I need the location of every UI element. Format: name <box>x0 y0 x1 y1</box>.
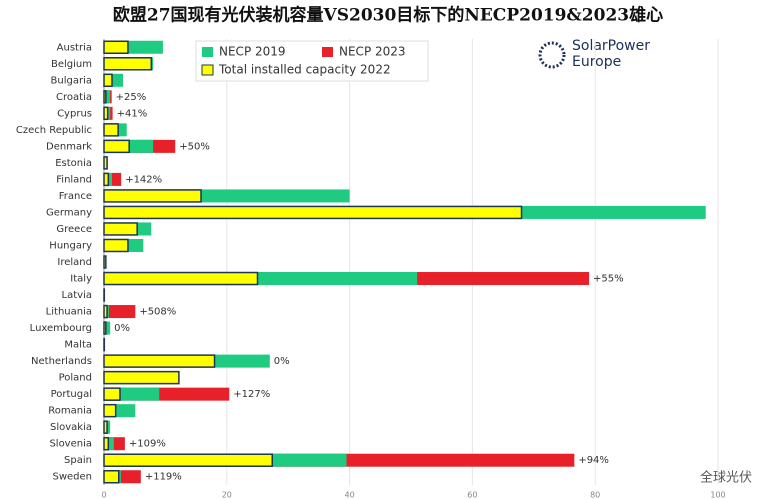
annotation: +109% <box>129 439 166 450</box>
y-tick-label: Greece <box>56 224 92 235</box>
chart-title: 欧盟27国现有光伏装机容量VS2030目标下的NECP2019&2023雄心 <box>113 5 663 26</box>
y-tick-label: Sweden <box>52 472 92 483</box>
watermark: 全球光伏 <box>700 470 752 486</box>
logo: SolarPower Europe <box>538 38 651 70</box>
logo-text: SolarPower Europe <box>572 38 651 70</box>
y-tick-label: Germany <box>46 207 92 218</box>
bar <box>103 57 153 71</box>
y-tick-label: Italy <box>70 274 92 285</box>
annotation: +127% <box>233 389 270 400</box>
legend-swatch <box>202 47 213 57</box>
legend-label: NECP 2019 <box>219 45 286 59</box>
bar <box>103 222 138 236</box>
bar <box>103 321 107 335</box>
bar <box>103 238 129 253</box>
bar <box>103 156 108 170</box>
y-tick-label: Malta <box>64 340 92 351</box>
annotation: +55% <box>593 274 624 285</box>
bar <box>103 139 130 154</box>
y-tick-label: Cyprus <box>57 108 92 119</box>
y-tick-label: France <box>59 191 92 202</box>
y-tick-label: Slovakia <box>50 422 92 433</box>
y-tick-label: Belgium <box>51 59 92 70</box>
logo-icon <box>538 41 566 69</box>
y-tick-label: Portugal <box>51 389 92 400</box>
bar <box>104 90 111 104</box>
annotation: +119% <box>145 472 182 483</box>
annotation: +50% <box>179 141 210 152</box>
x-tick-label: 20 <box>222 491 232 499</box>
y-tick-label: Finland <box>56 174 92 185</box>
annotation: 0% <box>114 323 130 334</box>
y-tick-label: Croatia <box>56 92 92 103</box>
bar <box>103 172 110 187</box>
y-tick-label: Poland <box>59 373 92 384</box>
bar <box>103 304 108 319</box>
annotation: +41% <box>117 108 148 119</box>
logo-box: SolarPower Europe <box>572 38 651 70</box>
legend-box <box>195 40 429 82</box>
y-tick-label: Lithuania <box>46 307 92 318</box>
x-tick-label: 100 <box>710 491 725 499</box>
y-tick-label: Hungary <box>49 240 92 251</box>
bar <box>104 321 111 335</box>
annotation: +94% <box>578 455 609 466</box>
legend-swatch <box>322 47 333 57</box>
legend-label: Total installed capacity 2022 <box>218 63 391 77</box>
x-tick-label: 60 <box>467 491 477 499</box>
y-tick-label: Estonia <box>55 158 92 169</box>
y-tick-label: Austria <box>57 42 92 53</box>
y-tick-label: Bulgaria <box>51 75 92 86</box>
bar <box>103 387 121 401</box>
y-tick-label: Spain <box>64 455 92 466</box>
y-tick-label: Netherlands <box>31 356 92 367</box>
y-tick-label: Czech Republic <box>16 125 92 136</box>
bar <box>103 106 109 121</box>
y-tick-label: Ireland <box>57 257 92 268</box>
x-tick-label: 40 <box>345 491 355 499</box>
bar <box>103 354 216 368</box>
annotation: +508% <box>139 307 176 318</box>
y-tick-label: Luxembourg <box>30 323 92 334</box>
x-tick-label: 80 <box>590 491 600 499</box>
bar <box>103 90 107 104</box>
bar <box>103 436 110 451</box>
bar <box>103 73 113 88</box>
bar <box>103 255 107 269</box>
bar <box>103 205 523 220</box>
bar <box>103 123 119 137</box>
bar <box>103 189 202 203</box>
bar <box>103 40 129 55</box>
y-tick-label: Latvia <box>62 290 92 301</box>
bar <box>103 403 117 418</box>
legend-label: NECP 2023 <box>339 45 406 59</box>
bar <box>103 469 120 484</box>
bar <box>103 453 273 467</box>
y-tick-label: Slovenia <box>49 439 92 450</box>
y-tick-label: Romania <box>48 406 92 417</box>
bar <box>103 271 259 286</box>
legend-swatch <box>201 64 214 76</box>
y-tick-label: Denmark <box>46 141 92 152</box>
bar <box>103 420 108 434</box>
bar <box>104 305 136 319</box>
annotation: +25% <box>116 92 147 103</box>
bar <box>103 370 180 385</box>
annotation: 0% <box>274 356 290 367</box>
x-tick-label: 0 <box>101 491 106 499</box>
annotation: +142% <box>125 174 162 185</box>
